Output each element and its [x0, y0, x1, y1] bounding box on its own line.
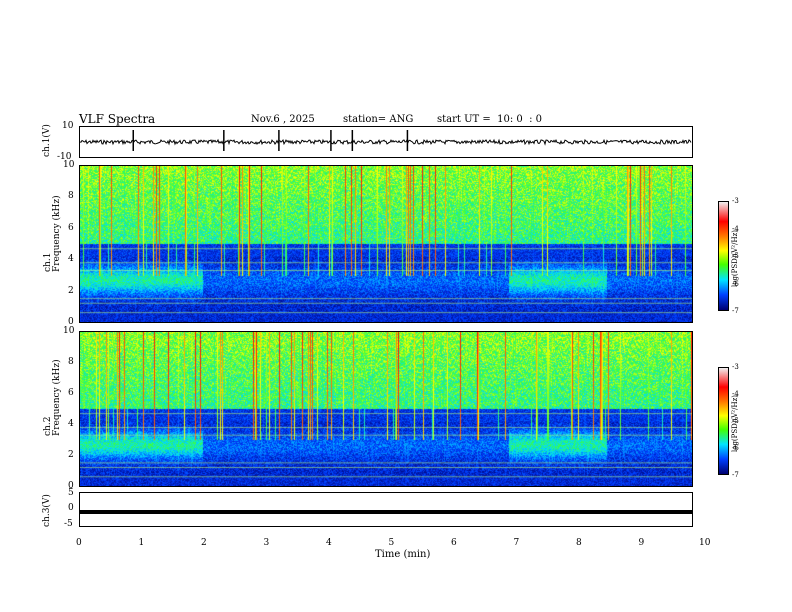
colorbar-ch2-tick-m3: -3 [732, 363, 739, 371]
ch1-trace [79, 138, 692, 146]
colorbar-ch1-label: log(PSD)(V²/Hz) [731, 230, 739, 287]
ch1-ytick-4: 4 [68, 254, 74, 265]
colorbar-ch1-tick-m6: -6 [732, 279, 739, 288]
ch2-ytick-0: 0 [68, 481, 74, 491]
ch1-spectrogram [80, 166, 692, 322]
colorbar-ch2-tick-m4: -4 [732, 390, 739, 398]
ch1-ytick-top: 10 [62, 121, 74, 131]
x-tick-6: 6 [451, 538, 457, 548]
ch2-spectrogram [80, 332, 692, 486]
colorbar-ch1-tick-m7: -7 [732, 307, 739, 315]
colorbar-ch1 [718, 201, 729, 311]
x-tick-0: 0 [76, 538, 82, 548]
ch1-ytick-10: 10 [63, 160, 75, 170]
colorbar-ch2-tick-m6: -6 [732, 444, 739, 452]
ch2-spectrogram-panel [79, 331, 693, 487]
ch3-ytick-mid: 0 [68, 503, 74, 513]
colorbar-ch1-tick-m5: -5 [732, 252, 739, 260]
ch2-ytick-4: 4 [68, 419, 74, 429]
colorbar-ch1-tick-m4: -4 [732, 224, 739, 233]
start-time-label: start UT = 10: 0 : 0 [437, 114, 543, 125]
ch1-ytick-8: 8 [68, 191, 74, 202]
x-tick-10: 10 [699, 538, 711, 548]
x-tick-4: 4 [326, 538, 332, 548]
date-label: Nov.6 , 2025 [251, 114, 315, 125]
ch1-spectrogram-panel [79, 165, 693, 323]
ch1-ytick-6: 6 [68, 222, 74, 233]
colorbar-ch2-tick-m7: -7 [732, 471, 739, 479]
ch1-ytick-2: 2 [68, 285, 74, 296]
ch1-timeseries-panel [79, 126, 693, 158]
ch2-ytick-8: 8 [68, 357, 74, 367]
ch3-ytick-bottom: -5 [64, 519, 73, 529]
x-tick-7: 7 [513, 538, 520, 548]
ch1-freq-ylabel: ch.1 Frequency (kHz) [43, 192, 62, 272]
ch3-ytick-top: 5 [68, 488, 74, 498]
ch3-ylabel: ch.3(V) [42, 494, 52, 527]
ch1-ylabel-freq: Frequency (kHz) [52, 195, 62, 272]
colorbar-ch2-tick-m5: -5 [732, 417, 739, 425]
ch2-ytick-10: 10 [63, 326, 75, 336]
station-label: station= ANG [343, 114, 414, 125]
ch2-ytick-2: 2 [68, 450, 74, 460]
ch3-waveform [80, 510, 692, 514]
x-tick-2: 2 [201, 538, 207, 548]
ch1-ytick-bottom: -10 [57, 152, 72, 162]
ch2-freq-ylabel: ch.2 Frequency (kHz) [43, 356, 62, 436]
x-tick-9: 9 [638, 538, 645, 548]
ch1-waveform [79, 130, 692, 151]
ch2-ylabel-freq: Frequency (kHz) [52, 359, 62, 436]
x-tick-3: 3 [263, 538, 270, 548]
chart-title: VLF Spectra [79, 112, 156, 126]
colorbar-ch1-tick-m3: -3 [732, 197, 739, 205]
ch1-ytick-0: 0 [68, 317, 74, 327]
x-axis-label: Time (min) [375, 549, 431, 560]
ch1-ylabel: ch.1(V) [42, 124, 52, 157]
x-tick-8: 8 [576, 538, 582, 548]
ch3-timeseries-panel [79, 492, 693, 527]
x-tick-1: 1 [138, 538, 145, 548]
colorbar-ch2 [718, 367, 729, 475]
ch2-ytick-6: 6 [68, 388, 74, 398]
x-tick-5: 5 [388, 538, 395, 548]
colorbar-ch2-label: log(PSD)(V²/Hz) [731, 395, 739, 452]
